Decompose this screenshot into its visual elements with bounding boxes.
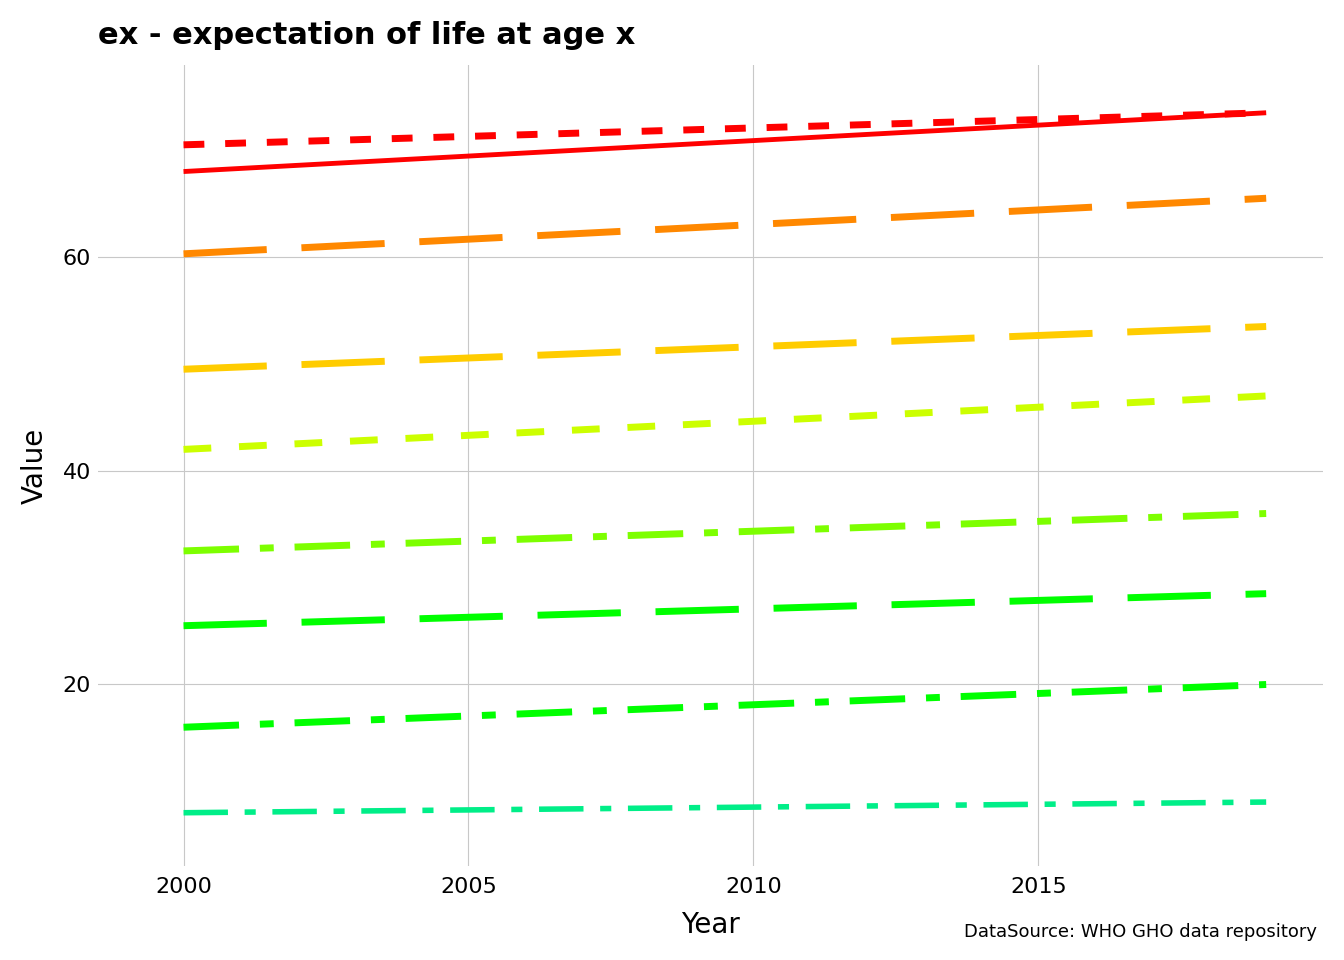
X-axis label: Year: Year <box>681 911 741 939</box>
Y-axis label: Value: Value <box>22 427 48 504</box>
Text: DataSource: WHO GHO data repository: DataSource: WHO GHO data repository <box>964 923 1317 941</box>
Text: ex - expectation of life at age x: ex - expectation of life at age x <box>98 21 636 50</box>
